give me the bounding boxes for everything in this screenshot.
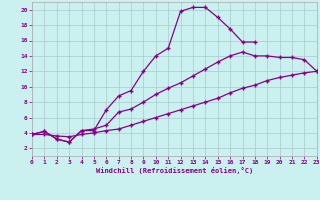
X-axis label: Windchill (Refroidissement éolien,°C): Windchill (Refroidissement éolien,°C): [96, 167, 253, 174]
